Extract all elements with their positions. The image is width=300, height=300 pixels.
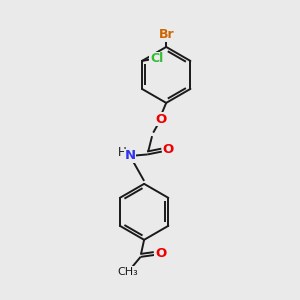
Text: O: O (155, 247, 166, 260)
Text: O: O (163, 143, 174, 156)
Text: Br: Br (158, 28, 174, 41)
Text: O: O (155, 112, 167, 126)
Text: Cl: Cl (150, 52, 163, 65)
Text: H: H (118, 146, 127, 159)
Text: N: N (124, 149, 136, 162)
Text: CH₃: CH₃ (118, 267, 139, 277)
